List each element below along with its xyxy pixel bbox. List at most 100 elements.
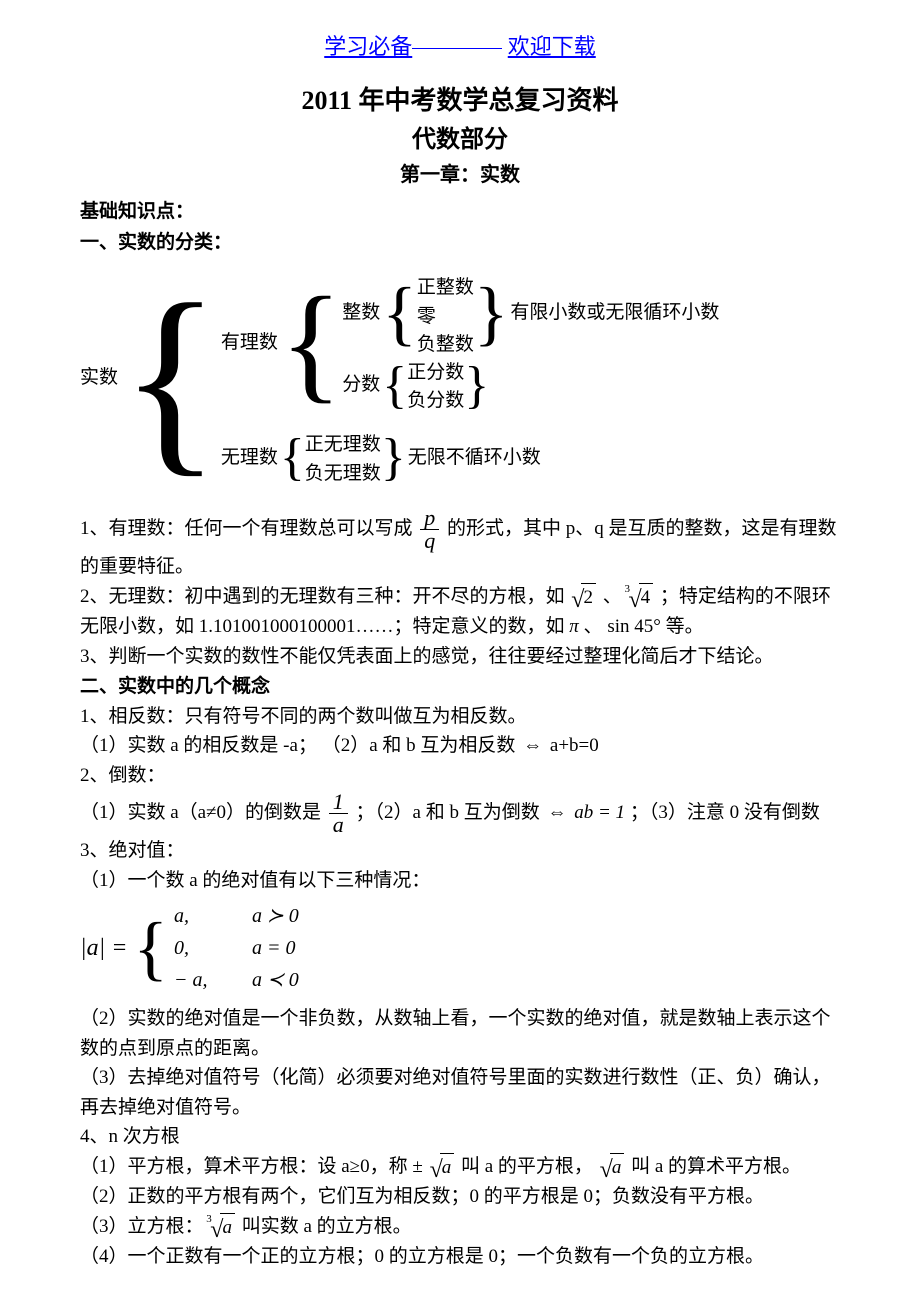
- tree-irr-neg: 负无理数: [305, 460, 381, 489]
- para-reciprocal-sub: （1）实数 a（a≠0）的倒数是 1 a ；（2）a 和 b 互为倒数 ⇔ ab…: [80, 791, 840, 836]
- tree-fraction: 分数: [342, 371, 382, 400]
- text: 2、无理数：初中遇到的无理数有三种：开不尽的方根，如: [80, 586, 565, 607]
- tree-root: 实数: [80, 364, 120, 393]
- denominator: a: [329, 814, 348, 836]
- text: ；（2）a 和 b 互为倒数: [356, 802, 540, 823]
- text: 叫实数 a 的立方根。: [242, 1216, 412, 1237]
- tree-integer: 整数: [342, 299, 382, 328]
- brace-icon: {: [382, 295, 417, 331]
- para-opposite-sub: （1）实数 a 的相反数是 -a； （2）a 和 b 互为相反数 ⇔ a+b=0: [80, 732, 840, 761]
- tree-int-suffix: 有限小数或无限循环小数: [510, 299, 719, 328]
- para-abs-3b: 再去掉绝对值符号。: [80, 1094, 840, 1123]
- fraction-pq: p q: [420, 507, 439, 552]
- pi-symbol: π: [569, 616, 579, 637]
- para-rational: 1、有理数：任何一个有理数总可以写成 p q 的形式，其中 p、q 是互质的整数…: [80, 507, 840, 552]
- para-opposite: 1、相反数：只有符号不同的两个数叫做互为相反数。: [80, 703, 840, 732]
- brace-icon: {: [280, 445, 305, 471]
- radicand: 2: [581, 583, 596, 613]
- tree-int-pos: 正整数: [417, 274, 474, 303]
- tree-irr-suffix: 无限不循环小数: [408, 444, 541, 473]
- header-spacer: [412, 48, 502, 49]
- title-chapter: 第一章：实数: [80, 160, 840, 190]
- header-links: 学习必备 欢迎下载: [80, 30, 840, 63]
- case-cond: a ≻ 0: [234, 901, 299, 931]
- text: 、: [584, 616, 603, 637]
- brace-icon: }: [381, 445, 406, 471]
- text: 无限小数，如 1.101001000100001……；特定意义的数，如: [80, 616, 565, 637]
- text: 等。: [666, 616, 704, 637]
- iff-symbol: ⇔: [544, 802, 569, 823]
- radicand: 4: [639, 583, 654, 613]
- sqrt-a-1: √a: [430, 1153, 455, 1183]
- case-val: − a,: [174, 965, 234, 995]
- heading-classify: 一、实数的分类：: [80, 229, 840, 258]
- title-main: 2011 年中考数学总复习资料: [80, 81, 840, 120]
- tree-irr-pos: 正无理数: [305, 431, 381, 460]
- tree-frac-neg: 负分数: [407, 387, 464, 416]
- case-cond: a = 0: [234, 933, 296, 963]
- case-cond: a ≺ 0: [234, 965, 299, 995]
- abs-lhs: |a| =: [80, 930, 133, 966]
- case-val: a,: [174, 901, 234, 931]
- brace-icon: }: [464, 373, 489, 399]
- radicand: a: [610, 1153, 625, 1183]
- tree-int-zero: 零: [417, 303, 474, 332]
- text: 叫 a 的平方根，: [461, 1156, 593, 1177]
- brace-icon: {: [133, 930, 168, 966]
- cbrt-4: 3√4: [628, 583, 653, 613]
- text: 1、有理数：任何一个有理数总可以写成: [80, 518, 413, 539]
- text: 、: [603, 586, 622, 607]
- para-irrational: 2、无理数：初中遇到的无理数有三种：开不尽的方根，如 √2 、 3√4 ；特定结…: [80, 583, 840, 613]
- link-study[interactable]: 学习必备: [324, 34, 412, 59]
- para-abs-1: （1）一个数 a 的绝对值有以下三种情况：: [80, 867, 840, 896]
- degree: °: [653, 616, 661, 637]
- para-rational-2: 的重要特征。: [80, 553, 840, 582]
- tree-int-neg: 负整数: [417, 331, 474, 360]
- para-cuberoot: （3）立方根： 3√a 叫实数 a 的立方根。: [80, 1213, 840, 1243]
- text: （3）立方根：: [80, 1216, 204, 1237]
- para-abs: 3、绝对值：: [80, 837, 840, 866]
- denominator: q: [420, 530, 439, 552]
- title-sub: 代数部分: [80, 122, 840, 158]
- text: ；特定结构的不限环: [660, 586, 831, 607]
- heading-concepts: 二、实数中的几个概念: [80, 673, 840, 702]
- case-val: 0,: [174, 933, 234, 963]
- sqrt-2: √2: [571, 583, 596, 613]
- heading-basic: 基础知识点：: [80, 198, 840, 227]
- brace-icon: }: [474, 295, 509, 331]
- para-abs-3a: （3）去掉绝对值符号（化简）必须要对绝对值符号里面的实数进行数性（正、负）确认，: [80, 1064, 840, 1093]
- para-sqroot: （1）平方根，算术平方根：设 a≥0，称 ± √a 叫 a 的平方根， √a 叫…: [80, 1153, 840, 1183]
- para-irrational-2: 无限小数，如 1.101001000100001……；特定意义的数，如 π 、 …: [80, 613, 840, 642]
- document-page: 学习必备 欢迎下载 2011 年中考数学总复习资料 代数部分 第一章：实数 基础…: [0, 0, 920, 1313]
- sin45: sin 45: [607, 616, 653, 637]
- tree-frac-pos: 正分数: [407, 359, 464, 388]
- para-judge: 3、判断一个实数的数性不能仅凭表面上的感觉，往往要经过整理化简后才下结论。: [80, 643, 840, 672]
- brace-icon: {: [120, 326, 221, 431]
- para-sqroot-2: （2）正数的平方根有两个，它们互为相反数；0 的平方根是 0；负数没有平方根。: [80, 1183, 840, 1212]
- text: ；（3）注意 0 没有倒数: [630, 802, 820, 823]
- cbrt-a: 3√a: [210, 1213, 235, 1243]
- link-download[interactable]: 欢迎下载: [508, 34, 596, 59]
- tree-irrational: 无理数: [221, 444, 280, 473]
- abs-cases: |a| = { a,a ≻ 0 0,a = 0 − a,a ≺ 0: [80, 901, 840, 995]
- text: 的形式，其中 p、q 是互质的整数，这是有理数: [447, 518, 837, 539]
- text: （1）实数 a（a≠0）的倒数是: [80, 802, 321, 823]
- para-abs-2a: （2）实数的绝对值是一个非负数，从数轴上看，一个实数的绝对值，就是数轴上表示这个: [80, 1005, 840, 1034]
- tree-rational: 有理数: [221, 329, 280, 358]
- text: 叫 a 的算术平方根。: [631, 1156, 801, 1177]
- para-reciprocal: 2、倒数：: [80, 762, 840, 791]
- brace-icon: {: [280, 311, 342, 376]
- pm-symbol: ±: [412, 1156, 422, 1177]
- iff-symbol: ⇔: [520, 735, 545, 756]
- fraction-1a: 1 a: [329, 791, 348, 836]
- numerator: p: [420, 507, 439, 530]
- classification-tree: 实数 { 有理数 { 整数 { 正整数 零 负整数: [80, 263, 840, 493]
- equation: a+b=0: [550, 735, 599, 756]
- para-nthroot: 4、n 次方根: [80, 1123, 840, 1152]
- radicand: a: [220, 1213, 235, 1243]
- radicand: a: [440, 1153, 455, 1183]
- sqrt-a-2: √a: [600, 1153, 625, 1183]
- para-abs-2b: 数的点到原点的距离。: [80, 1035, 840, 1064]
- text: （1）实数 a 的相反数是 -a； （2）a 和 b 互为相反数: [80, 735, 515, 756]
- equation: ab = 1: [574, 802, 625, 823]
